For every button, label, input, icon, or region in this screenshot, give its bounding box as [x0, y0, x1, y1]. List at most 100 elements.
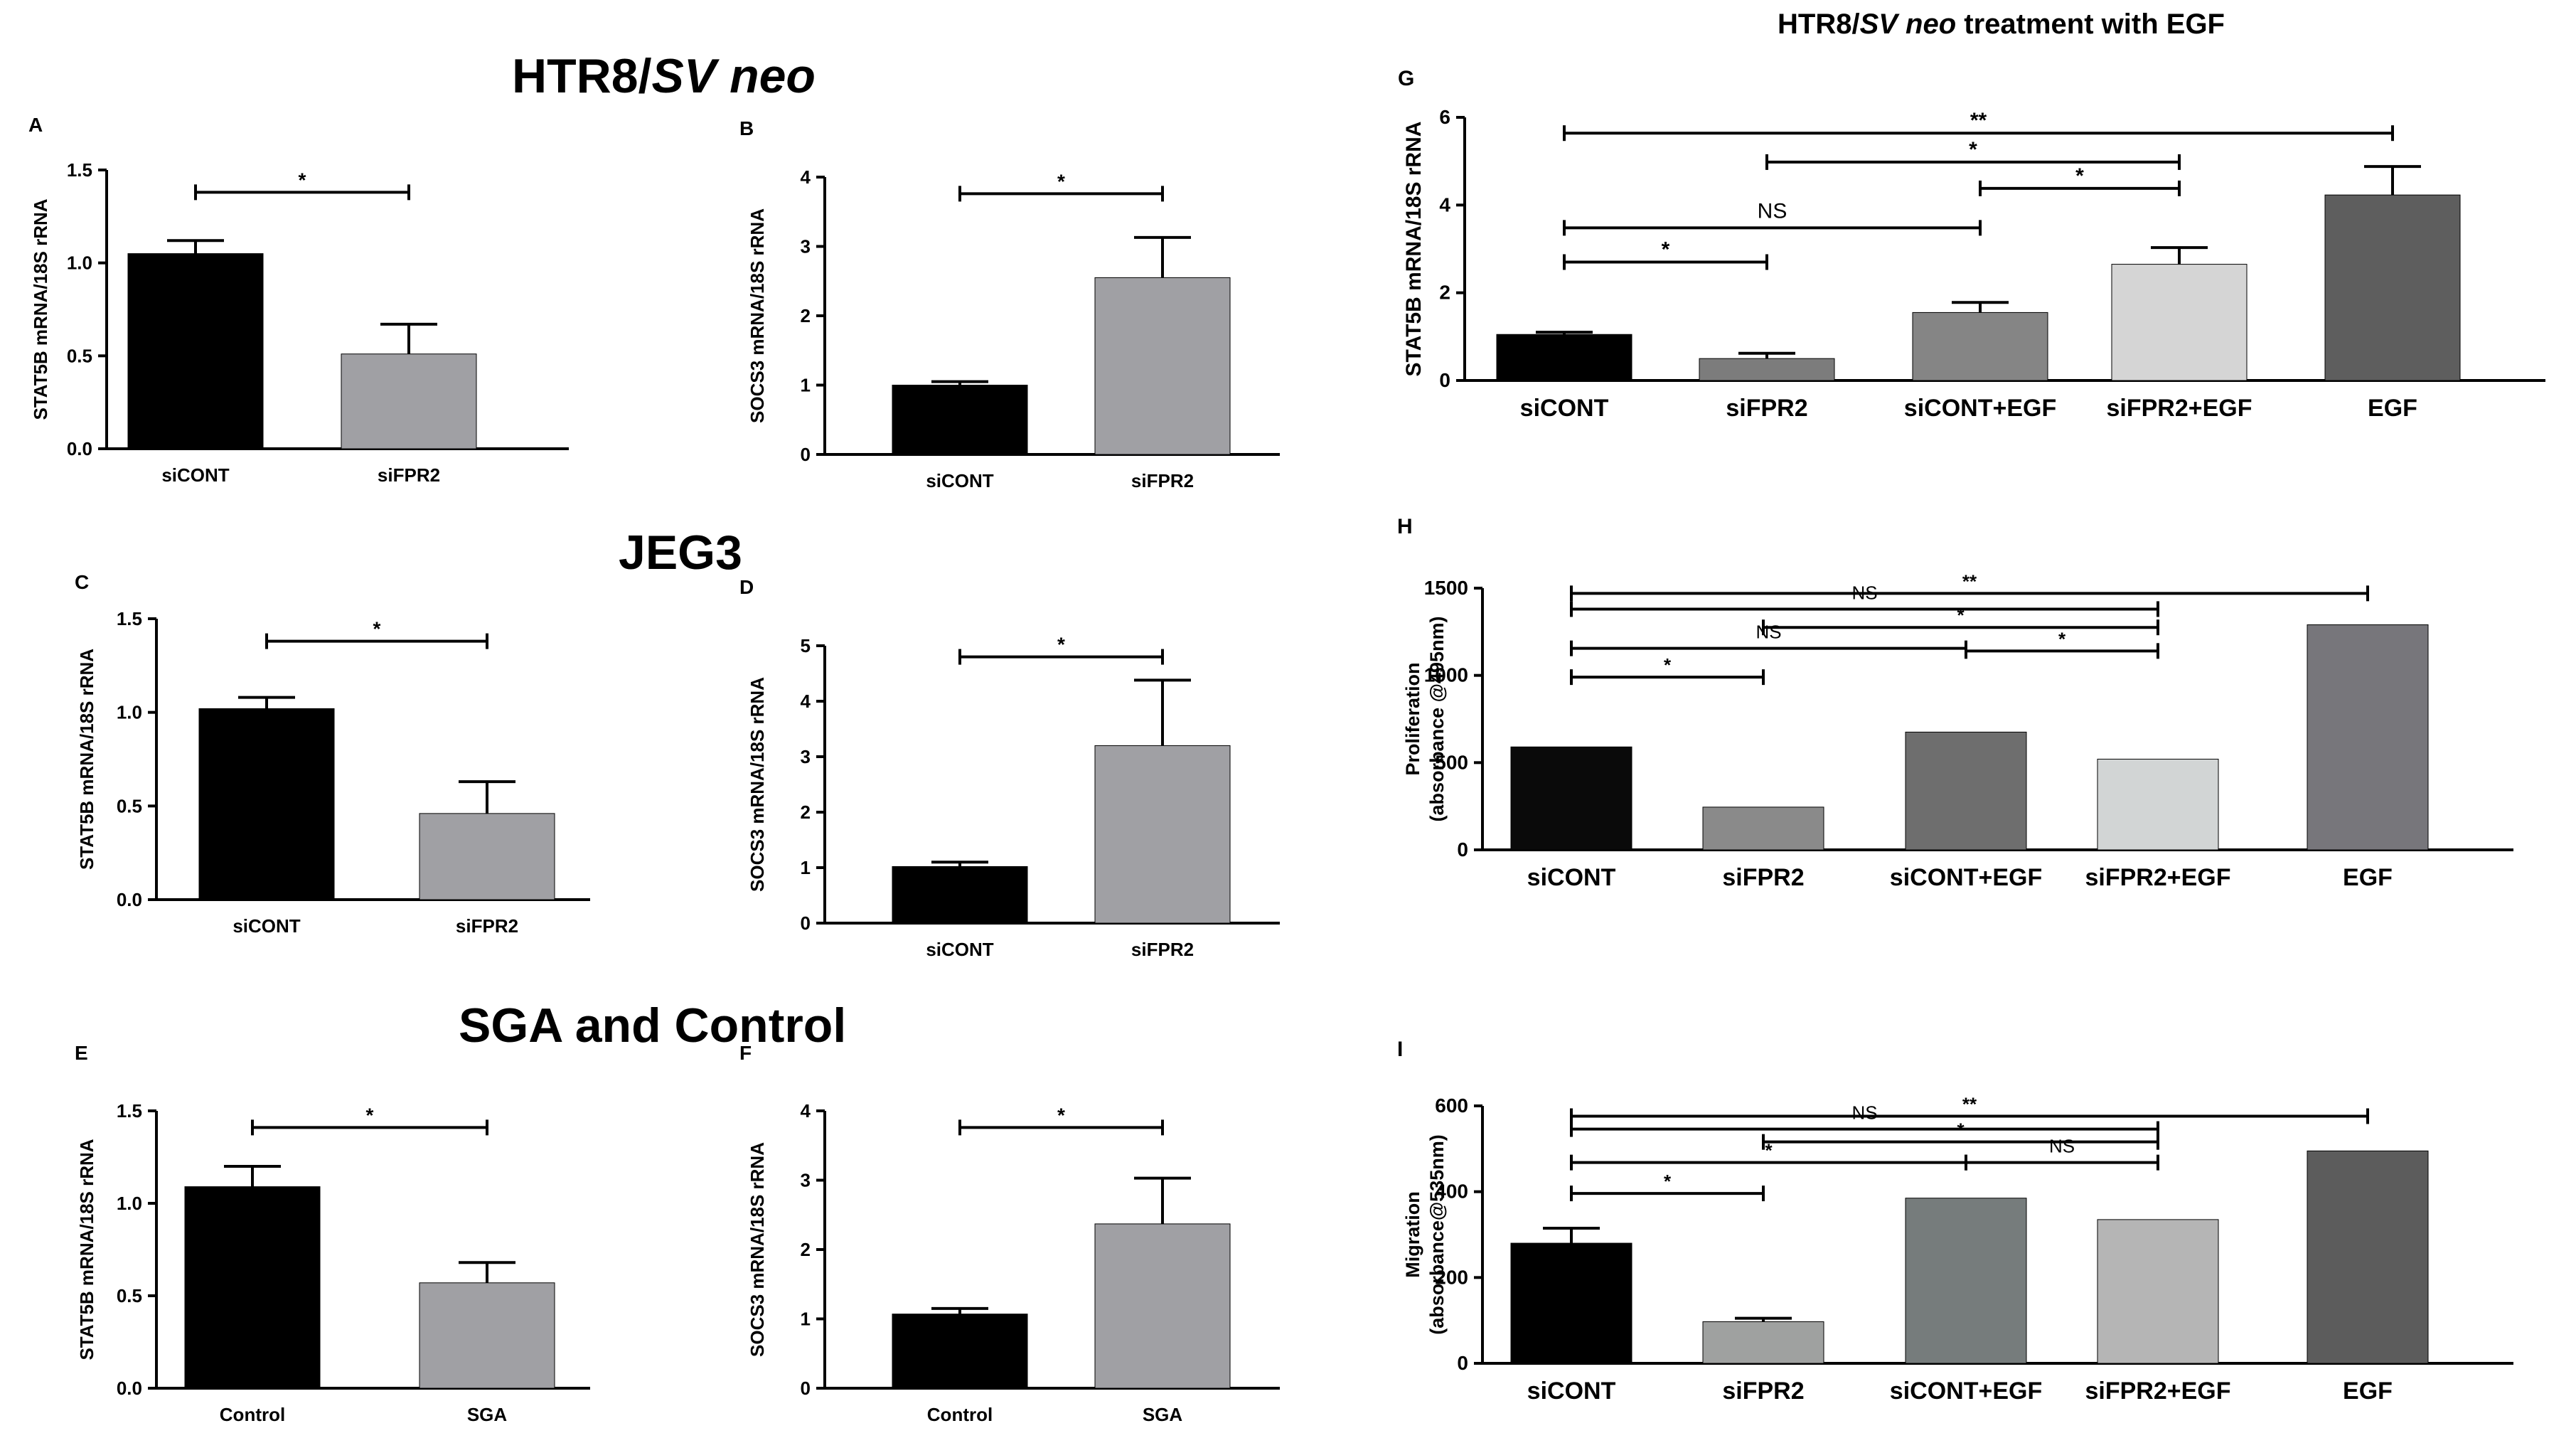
panel-b-chart: B 0 1 2 3 4 SOCS3 mRNA/18S rRNA siCONT siFPR2 * — [739, 117, 1280, 491]
bar — [2324, 194, 2461, 381]
panel-d-chart: D 0 1 2 3 4 5 SOCS3 mRNA/18S rRNA siCONT siFPR2 * — [739, 576, 1280, 960]
panel-f-chart: F 0 1 2 3 4 SOCS3 mRNA/18S rRNA Control SGA * — [739, 1042, 1280, 1425]
bar — [127, 253, 264, 449]
significance-label: NS — [1755, 622, 1781, 643]
right-column-title: HTR8/SV neo treatment with EGF — [1778, 9, 2225, 41]
y-tick-label: 0.0 — [67, 438, 92, 459]
category-label: siCONT — [233, 915, 300, 937]
bar — [419, 813, 555, 900]
right-title-italic: SV neo — [1859, 9, 1957, 40]
panel-i-chart: I 0 200 400 600 Migration (absorbance@535nm) si… — [1397, 1038, 2513, 1405]
bar — [1905, 1198, 2027, 1364]
category-label: siCONT+EGF — [1890, 1378, 2042, 1405]
section-title-jeg3-prefix: JEG3 — [619, 526, 742, 580]
panel-letter: D — [739, 576, 754, 598]
bar — [2307, 624, 2429, 851]
y-tick-label: 200 — [1435, 1266, 1468, 1288]
significance-label: * — [366, 1104, 374, 1126]
bar — [892, 385, 1028, 455]
y-tick-label: 0.5 — [67, 345, 92, 366]
category-label: siFPR2 — [1722, 1378, 1804, 1405]
y-tick-label: 4 — [1439, 193, 1450, 215]
significance-label: * — [1664, 1171, 1672, 1192]
y-tick-label: 5 — [801, 635, 811, 656]
significance-label: * — [1969, 138, 1977, 161]
category-label: siFPR2 — [1722, 864, 1804, 891]
significance-label: * — [1957, 1119, 1965, 1141]
section-title-sga-prefix: SGA and Control — [459, 998, 847, 1053]
y-tick-label: 1 — [801, 857, 811, 878]
category-label: siCONT — [161, 464, 229, 486]
significance-label: NS — [1851, 1102, 1877, 1124]
category-label: siFPR2+EGF — [2106, 395, 2252, 422]
significance-label: ** — [1962, 570, 1977, 592]
y-axis-label: STAT5B mRNA/18S rRNA — [1402, 122, 1426, 377]
y-tick-label: 1000 — [1424, 664, 1468, 686]
significance-label: * — [1765, 1140, 1773, 1161]
y-axis-label: SOCS3 mRNA/18S rRNA — [747, 677, 768, 892]
y-tick-label: 4 — [801, 166, 811, 188]
right-title-suffix: treatment with EGF — [1956, 9, 2225, 40]
bar — [184, 1186, 321, 1389]
category-label: siCONT — [1520, 395, 1609, 422]
significance-label: * — [373, 618, 381, 640]
bar — [892, 866, 1028, 924]
y-tick-label: 2 — [801, 1239, 811, 1260]
y-tick-label: 1.0 — [67, 252, 92, 274]
y-tick-label: 0 — [1457, 1352, 1468, 1374]
panel-letter: C — [75, 571, 89, 593]
y-tick-label: 500 — [1435, 751, 1468, 773]
bar — [2097, 758, 2219, 851]
panel-letter: G — [1398, 67, 1414, 90]
significance-label: * — [1057, 1104, 1065, 1126]
category-label: siCONT+EGF — [1890, 864, 2042, 891]
bar — [1496, 334, 1632, 381]
y-tick-label: 6 — [1439, 106, 1450, 128]
y-axis-label: STAT5B mRNA/18S rRNA — [76, 649, 97, 870]
bar — [341, 353, 477, 449]
panel-letter: I — [1397, 1038, 1403, 1061]
category-label: Control — [220, 1404, 285, 1425]
y-tick-label: 600 — [1435, 1095, 1468, 1117]
y-tick-label: 400 — [1435, 1181, 1468, 1203]
y-tick-label: 2 — [801, 801, 811, 823]
y-tick-label: 0 — [801, 1378, 811, 1399]
category-label: siCONT — [926, 470, 993, 491]
y-tick-label: 2 — [801, 305, 811, 326]
y-axis-label-units: (absorbance@535nm) — [1426, 1134, 1448, 1334]
category-label: siCONT+EGF — [1904, 395, 2056, 422]
panel-letter: A — [28, 114, 43, 136]
significance-label: ** — [1962, 1093, 1977, 1114]
y-tick-label: 0.0 — [117, 889, 142, 910]
y-tick-label: 0 — [801, 444, 811, 465]
panel-letter: E — [75, 1042, 88, 1064]
category-label: siCONT — [1527, 864, 1616, 891]
y-tick-label: 4 — [801, 1100, 811, 1122]
bar — [198, 708, 335, 900]
panel-a-chart: A 0.0 0.5 1.0 1.5 STAT5B mRNA/18S rRNA siCONT s… — [28, 114, 569, 486]
category-label: siFPR2+EGF — [2085, 1378, 2230, 1405]
bar — [1912, 311, 2048, 381]
y-tick-label: 1.5 — [117, 608, 142, 629]
bar — [1699, 358, 1835, 381]
significance-label: * — [2075, 164, 2084, 188]
y-axis-label: Proliferation — [1402, 662, 1423, 775]
y-axis-label: Migration — [1402, 1191, 1423, 1278]
bar — [2097, 1219, 2219, 1364]
bar — [2111, 264, 2248, 381]
y-tick-label: 3 — [801, 236, 811, 257]
category-label: SGA — [467, 1404, 508, 1425]
category-label: siCONT — [926, 939, 993, 960]
significance-label: NS — [2049, 1136, 2075, 1157]
section-title-htr8: HTR8/SV neo — [512, 48, 816, 104]
y-tick-label: 0 — [1457, 838, 1468, 861]
y-tick-label: 0 — [1439, 369, 1450, 391]
bar — [1702, 1321, 1824, 1364]
panel-g-chart: G 0 2 4 6 STAT5B mRNA/18S rRNA siCONT siFPR2 siC… — [1398, 67, 2545, 422]
category-label: siFPR2 — [1131, 470, 1194, 491]
significance-label: NS — [1758, 199, 1787, 223]
category-label: siFPR2 — [378, 464, 440, 486]
y-tick-label: 0.5 — [117, 1285, 142, 1306]
section-title-jeg3: JEG3 — [619, 525, 742, 580]
bar — [419, 1282, 555, 1389]
